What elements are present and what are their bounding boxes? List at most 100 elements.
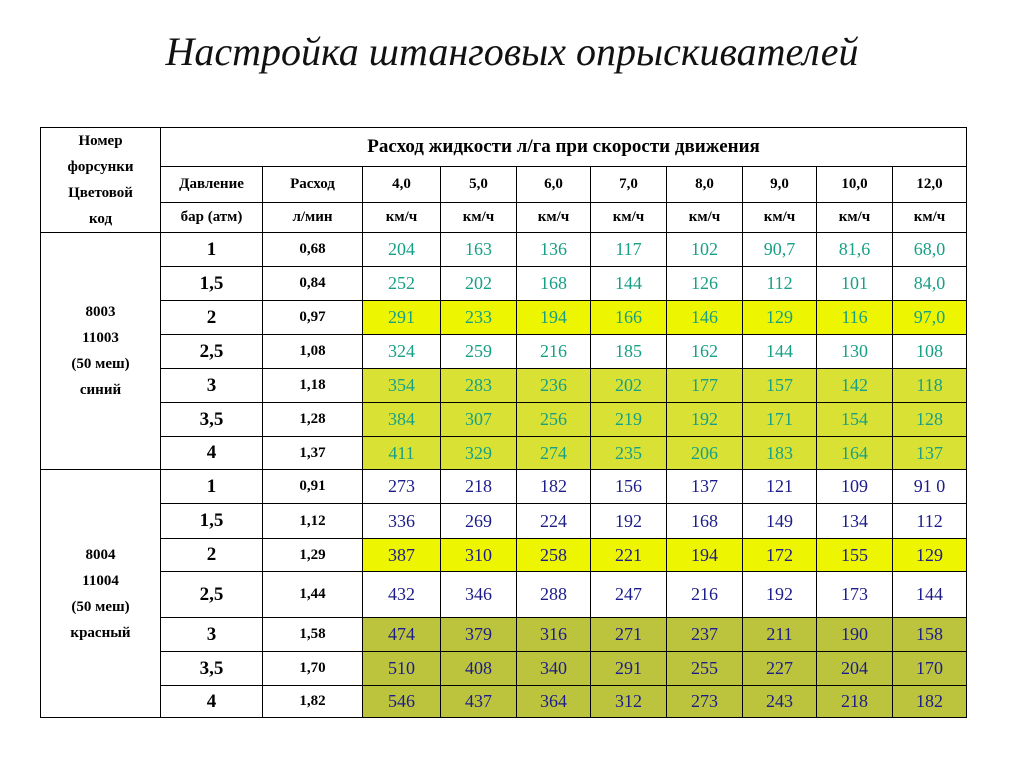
speed-header: 12,0 <box>891 165 968 203</box>
rate-value: 129 <box>742 300 817 335</box>
rate-value: 233 <box>440 300 517 335</box>
rate-value: 354 <box>362 368 441 403</box>
rate-value: 235 <box>590 436 667 470</box>
data-row: 3 1,18 354 283 236 202 177 157 142 118 <box>41 368 968 403</box>
flow: 0,68 <box>262 232 363 267</box>
rate-value: 324 <box>362 334 441 369</box>
pressure: 3 <box>160 368 263 403</box>
rate-value: 432 <box>362 571 441 618</box>
rate-value: 130 <box>816 334 893 369</box>
speed-header: 9,0 <box>742 165 817 203</box>
rate-value: 182 <box>516 469 591 504</box>
pressure: 4 <box>160 436 263 470</box>
rate-value: 211 <box>742 617 817 652</box>
rate-value: 101 <box>816 266 893 301</box>
rate-value: 204 <box>816 651 893 686</box>
data-row: 8004 11004 (50 меш) красный 1 0,91 273 218 182 15… <box>40 469 968 718</box>
rate-value: 164 <box>816 436 893 470</box>
rate-value: 90,7 <box>742 232 817 267</box>
rate-value: 316 <box>516 617 591 652</box>
rate-value: 274 <box>516 436 591 470</box>
flow-title: Расход жидкости л/га при скорости движен… <box>159 127 968 167</box>
rate-value: 236 <box>516 368 591 403</box>
rate-value: 166 <box>590 300 667 335</box>
rate-value: 218 <box>440 469 517 504</box>
rate-value: 206 <box>666 436 743 470</box>
flow: 1,37 <box>262 436 363 470</box>
rate-value: 162 <box>666 334 743 369</box>
rate-value: 137 <box>891 436 968 470</box>
data-row: 2,5 1,44 432 346 288 247 216 192 173 144 <box>41 571 968 618</box>
table: Номер форсунки Цветовой код Расход жидкости … <box>40 127 968 718</box>
rate-value: 247 <box>590 571 667 618</box>
data-row: 1,5 1,12 336 269 224 192 168 149 134 112 <box>41 503 968 539</box>
rate-value: 134 <box>816 503 893 539</box>
flow-unit: л/мин <box>262 201 363 234</box>
rate-value: 216 <box>666 571 743 618</box>
rate-value: 129 <box>891 538 968 572</box>
rate-value: 177 <box>666 368 743 403</box>
nozzle-header-line: Цветовой <box>68 185 133 201</box>
pressure: 1,5 <box>160 266 263 301</box>
pressure: 4 <box>160 685 263 718</box>
flow: 1,58 <box>262 617 363 652</box>
flow: 0,84 <box>262 266 363 301</box>
rate-value: 437 <box>440 685 517 718</box>
rate-value: 291 <box>590 651 667 686</box>
pressure-unit: бар (атм) <box>160 201 263 234</box>
rate-value: 144 <box>742 334 817 369</box>
flow: 1,28 <box>262 402 363 437</box>
rate-value: 269 <box>440 503 517 539</box>
rate-value: 68,0 <box>891 232 968 267</box>
pressure: 2,5 <box>160 334 263 369</box>
rate-value: 173 <box>816 571 893 618</box>
pressure: 1 <box>160 232 263 267</box>
nozzle-label-line: красный <box>70 624 131 641</box>
rate-value: 218 <box>816 685 893 718</box>
nozzle-label: 8004 11004 (50 меш) красный <box>40 469 161 718</box>
flow: 1,44 <box>262 571 363 618</box>
rate-value: 192 <box>590 503 667 539</box>
rate-value: 283 <box>440 368 517 403</box>
rate-value: 190 <box>816 617 893 652</box>
speed-header: 8,0 <box>666 165 743 203</box>
rate-value: 273 <box>666 685 743 718</box>
rate-value: 243 <box>742 685 817 718</box>
data-row: 3,5 1,28 384 307 256 219 192 171 154 128 <box>41 402 968 437</box>
data-row: 3,5 1,70 510 408 340 291 255 227 204 170 <box>41 651 968 686</box>
rate-value: 156 <box>590 469 667 504</box>
speed-unit: км/ч <box>666 201 743 234</box>
rate-value: 307 <box>440 402 517 437</box>
rate-value: 291 <box>362 300 441 335</box>
flow-header: Расход <box>262 165 363 203</box>
rate-value: 271 <box>590 617 667 652</box>
rate-value: 384 <box>362 402 441 437</box>
pressure: 2 <box>160 538 263 572</box>
rate-value: 329 <box>440 436 517 470</box>
rate-value: 146 <box>666 300 743 335</box>
rate-value: 116 <box>816 300 893 335</box>
speed-unit: км/ч <box>742 201 817 234</box>
rate-value: 112 <box>742 266 817 301</box>
title: Настройка штанговых опрыскивателей <box>165 29 859 74</box>
rate-value: 194 <box>666 538 743 572</box>
rate-value: 118 <box>891 368 968 403</box>
rate-value: 102 <box>666 232 743 267</box>
rate-value: 346 <box>440 571 517 618</box>
rate-value: 84,0 <box>891 266 968 301</box>
rate-value: 340 <box>516 651 591 686</box>
rate-value: 258 <box>516 538 591 572</box>
rate-value: 387 <box>362 538 441 572</box>
header-row: Номер форсунки Цветовой код Расход жидкости … <box>40 127 968 233</box>
rate-value: 168 <box>516 266 591 301</box>
nozzle-label-line: синий <box>79 382 122 398</box>
nozzle-label-line: 8004 <box>85 546 116 563</box>
flow: 1,08 <box>262 334 363 369</box>
data-row: 2 0,97 291 233 194 166 146 129 116 97,0 <box>41 300 968 335</box>
speed-unit: км/ч <box>816 201 893 234</box>
rate-value: 219 <box>590 402 667 437</box>
data-row: 2,5 1,08 324 259 216 185 162 144 130 108 <box>41 334 968 369</box>
rate-value: 202 <box>590 368 667 403</box>
flow: 0,97 <box>262 300 363 335</box>
